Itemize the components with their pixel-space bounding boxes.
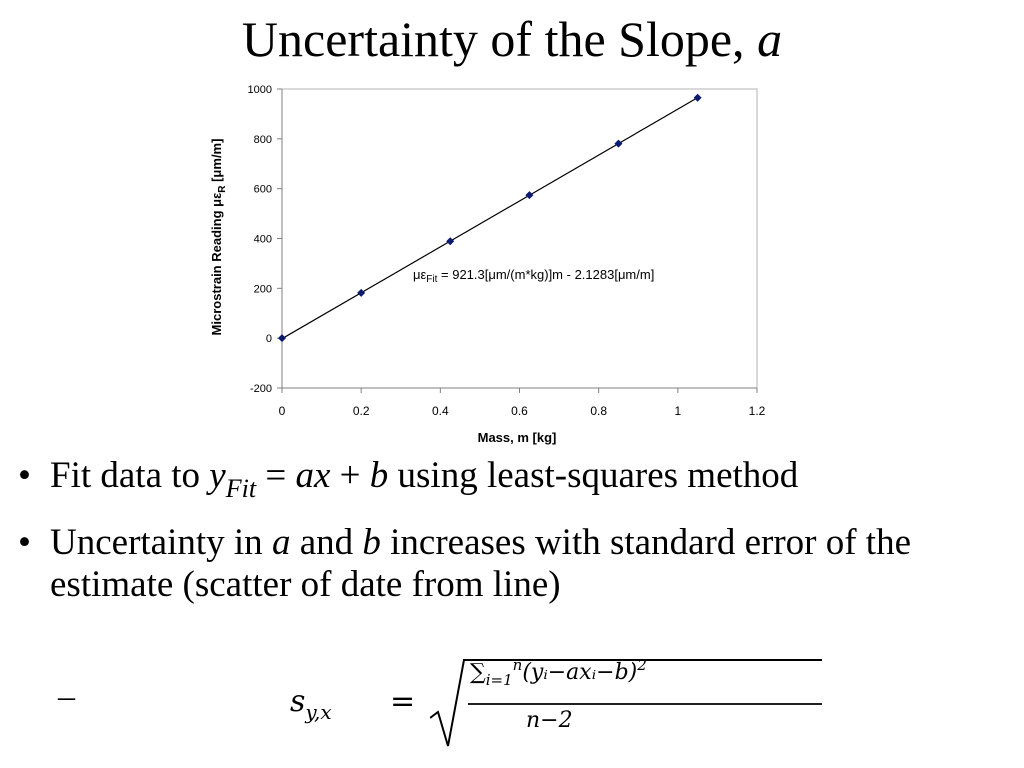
bullet-text: Uncertainty in bbox=[50, 522, 272, 563]
slide-title: Uncertainty of the Slope, a bbox=[0, 8, 1024, 70]
x-tick-label: 1 bbox=[674, 404, 681, 418]
x-axis-label: Mass, m [kg] bbox=[478, 430, 557, 445]
x-tick-label: 0.2 bbox=[353, 404, 370, 418]
y-tick-label: 800 bbox=[254, 134, 272, 146]
y-tick-label: 0 bbox=[266, 333, 272, 345]
formula-s: s bbox=[290, 684, 306, 719]
data-point bbox=[614, 139, 623, 148]
sum-upper: n bbox=[512, 656, 523, 674]
math-y-subscript: Fit bbox=[225, 474, 257, 503]
standard-error-formula-row: – sy,x = ∑i=1n(yᵢ−axᵢ−b)2 n−2 bbox=[58, 656, 822, 752]
sum-symbol: ∑ bbox=[470, 660, 486, 685]
y-tick-label: 200 bbox=[254, 283, 272, 295]
sub-bullet-dash: – bbox=[58, 678, 75, 715]
calibration-chart: 0 0.2 0.4 0.6 0.8 1 1.2 1000 800 600 400 200 0 -200 μ… bbox=[209, 84, 766, 445]
bullet-marker: • bbox=[18, 522, 31, 563]
y-tick-label: 400 bbox=[254, 234, 272, 246]
data-point bbox=[446, 237, 455, 246]
data-point bbox=[693, 93, 702, 102]
formula-numerator: ∑i=1n(yᵢ−axᵢ−b)2 bbox=[470, 656, 647, 689]
bullet-marker: • bbox=[18, 455, 31, 496]
bullet-text: Fit data to bbox=[50, 455, 210, 496]
y-tick-label: 600 bbox=[254, 184, 272, 196]
data-point bbox=[278, 334, 286, 343]
data-point bbox=[525, 191, 534, 200]
data-point bbox=[357, 288, 366, 297]
x-tick-label: 0.4 bbox=[432, 404, 449, 418]
bullet-list: • Fit data to yFit = ax + b using least-… bbox=[18, 455, 1008, 628]
bullet-text: and bbox=[290, 522, 363, 563]
math-plus: + bbox=[330, 455, 370, 496]
fit-equation-annotation: μεFit = 921.3[μm/(m*kg)]m - 2.1283[μm/m] bbox=[413, 267, 654, 285]
bullet-text: increases with standard error of the est… bbox=[50, 522, 911, 605]
math-a: a bbox=[271, 522, 291, 563]
formula-lhs: sy,x bbox=[290, 684, 332, 724]
trend-line bbox=[281, 97, 698, 340]
math-b: b bbox=[369, 455, 389, 496]
square-root-sign bbox=[430, 659, 822, 747]
y-axis-label: Microstrain Reading μεR [μm/m] bbox=[209, 139, 228, 336]
x-tick-label: 1.2 bbox=[749, 404, 766, 418]
sum-lower: i=1 bbox=[485, 671, 513, 689]
title-text: Uncertainty of the Slope, bbox=[241, 11, 758, 67]
y-tick-label: 1000 bbox=[248, 84, 272, 96]
x-tick-label: 0 bbox=[279, 404, 286, 418]
numerator-expression: (yᵢ−axᵢ−b) bbox=[522, 660, 638, 685]
x-tick-label: 0.6 bbox=[511, 404, 528, 418]
formula-s-subscript: y,x bbox=[305, 700, 332, 724]
numerator-exponent: 2 bbox=[637, 656, 647, 674]
plot-area-border bbox=[281, 88, 758, 389]
math-ax: ax bbox=[295, 455, 331, 496]
bullet-text: using least-squares method bbox=[388, 455, 799, 496]
x-tick-label: 0.8 bbox=[590, 404, 607, 418]
formula-denominator: n−2 bbox=[526, 708, 573, 733]
title-variable: a bbox=[757, 11, 783, 67]
math-b: b bbox=[362, 522, 381, 563]
formula-equals: = bbox=[390, 684, 416, 719]
bullet-uncertainty: • Uncertainty in a and b increases with … bbox=[18, 522, 1008, 606]
math-y: y bbox=[209, 455, 226, 496]
math-equals: = bbox=[256, 455, 296, 496]
y-tick-label: -200 bbox=[250, 383, 272, 395]
bullet-fit-data: • Fit data to yFit = ax + b using least-… bbox=[18, 455, 1008, 503]
